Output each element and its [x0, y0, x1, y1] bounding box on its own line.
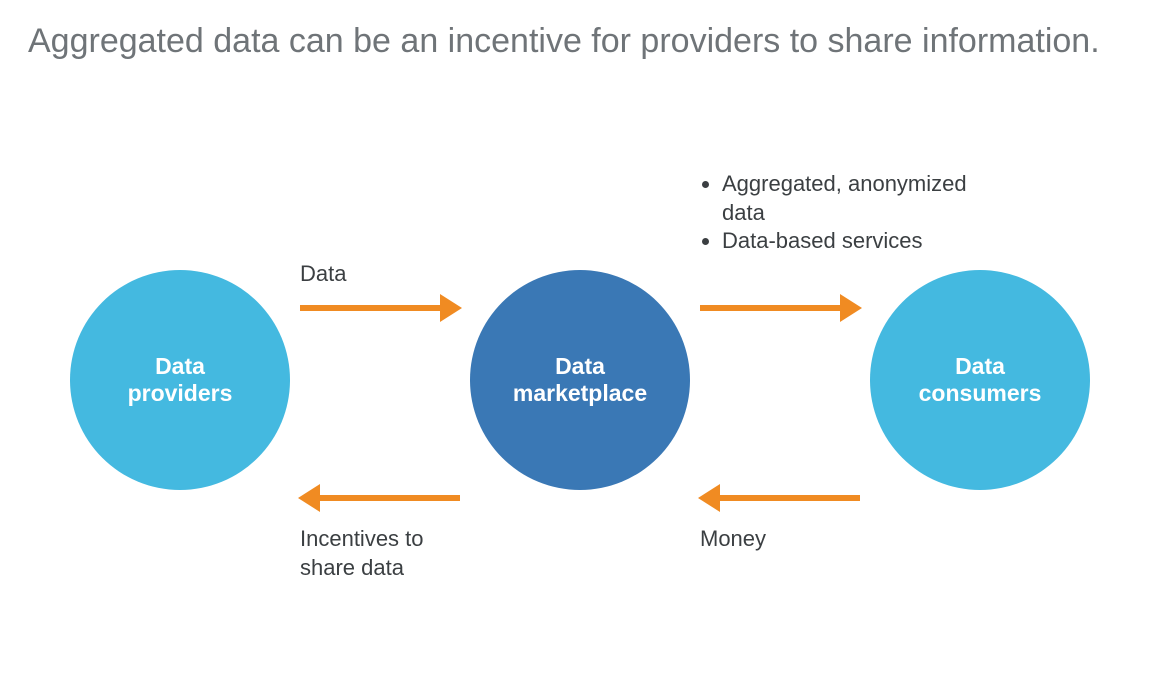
- flow-bullets: Aggregated, anonymized data Data-based s…: [700, 170, 1000, 256]
- flow-diagram: Data providers Data marketplace Data con…: [0, 140, 1160, 660]
- arrow-left-icon: [700, 495, 860, 501]
- node-label-line: Data: [128, 353, 233, 380]
- node-data-marketplace: Data marketplace: [470, 270, 690, 490]
- flow-label-line: share data: [300, 555, 404, 580]
- arrow-left-icon: [300, 495, 460, 501]
- node-label-line: providers: [128, 380, 233, 407]
- node-data-consumers: Data consumers: [870, 270, 1090, 490]
- flow-label-data: Data: [300, 260, 346, 289]
- page-title: Aggregated data can be an incentive for …: [28, 20, 1120, 63]
- bullet-item: Data-based services: [722, 227, 1000, 256]
- node-label-line: consumers: [919, 380, 1042, 407]
- bullet-item: Aggregated, anonymized data: [722, 170, 1000, 227]
- flow-label-incentives: Incentives to share data: [300, 525, 424, 582]
- flow-label-money: Money: [700, 525, 766, 554]
- node-label-line: Data: [919, 353, 1042, 380]
- flow-label-line: Incentives to: [300, 526, 424, 551]
- arrow-right-icon: [700, 305, 860, 311]
- node-label-line: marketplace: [513, 380, 647, 407]
- arrow-right-icon: [300, 305, 460, 311]
- node-label-line: Data: [513, 353, 647, 380]
- node-data-providers: Data providers: [70, 270, 290, 490]
